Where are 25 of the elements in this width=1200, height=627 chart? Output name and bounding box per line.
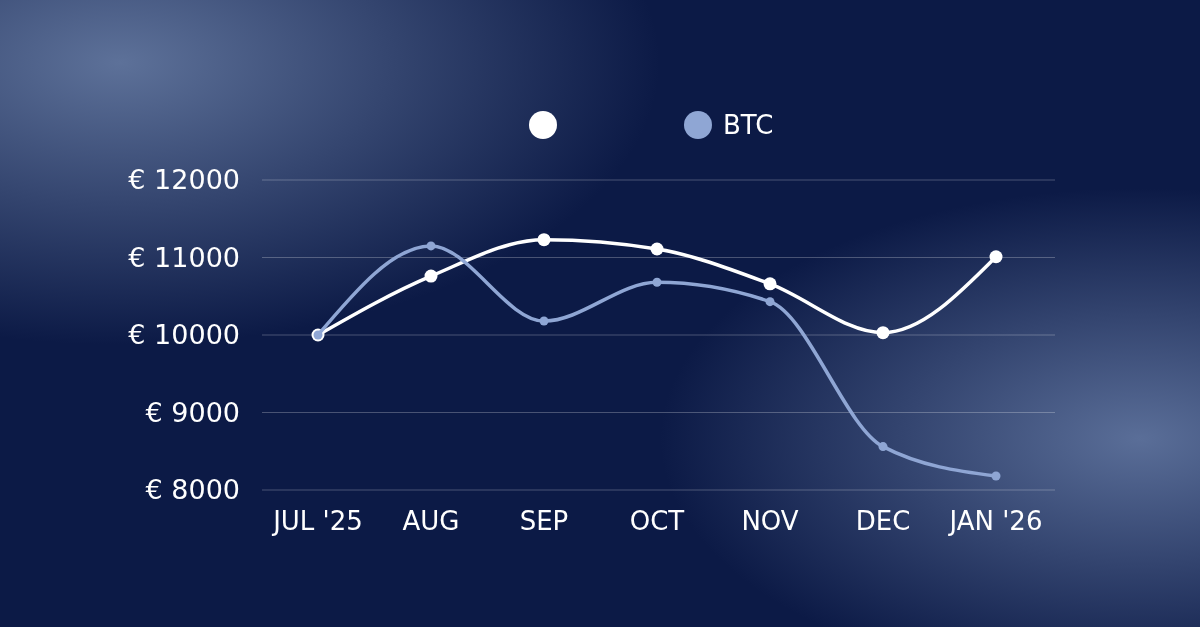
x-tick-label: JUL '25 xyxy=(271,506,363,536)
y-tick-label: € 9000 xyxy=(145,396,240,428)
point xyxy=(765,297,775,307)
point xyxy=(537,233,551,247)
y-tick-label: € 8000 xyxy=(145,474,240,506)
y-tick-label: € 10000 xyxy=(128,319,240,351)
point xyxy=(989,250,1003,264)
point xyxy=(650,242,664,256)
x-tick-label: DEC xyxy=(855,506,911,536)
point xyxy=(424,269,438,283)
point xyxy=(652,277,662,287)
y-tick-label: € 12000 xyxy=(128,164,240,196)
y-tick-label: € 11000 xyxy=(128,241,240,273)
point xyxy=(991,471,1001,481)
point xyxy=(876,326,890,340)
legend-label: BTC xyxy=(723,110,774,141)
x-tick-label: AUG xyxy=(402,506,460,536)
x-tick-label: JAN '26 xyxy=(947,506,1043,536)
point xyxy=(426,241,436,251)
x-tick-label: SEP xyxy=(519,506,569,536)
point xyxy=(763,277,777,291)
point xyxy=(539,316,549,326)
point xyxy=(878,442,888,452)
x-tick-label: NOV xyxy=(741,506,799,536)
x-tick-label: OCT xyxy=(629,506,685,536)
